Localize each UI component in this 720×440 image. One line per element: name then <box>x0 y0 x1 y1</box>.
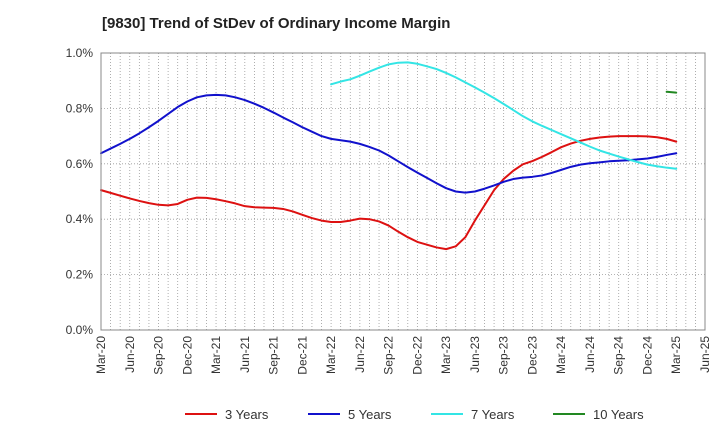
x-tick-label: Sep-24 <box>612 336 626 375</box>
x-tick-label: Mar-21 <box>209 336 223 374</box>
x-tick-label: Dec-24 <box>640 336 654 375</box>
series-line-3-years <box>100 135 678 251</box>
y-tick-label: 1.0% <box>66 46 94 60</box>
plot-frame <box>100 52 706 331</box>
x-tick-label: Sep-22 <box>382 336 396 375</box>
y-tick-label: 0.8% <box>66 101 94 115</box>
series-layer <box>100 61 678 251</box>
x-tick-label: Jun-25 <box>698 336 712 373</box>
x-tick-label: Dec-23 <box>525 336 539 375</box>
x-tick-label: Mar-22 <box>324 336 338 374</box>
axes: 0.0% 0.2% 0.4% 0.6% 0.8% 1.0% Mar-20 Jun-20 Sep-… <box>66 46 712 375</box>
x-tick-label: Jun-22 <box>353 336 367 373</box>
x-tick-label: Dec-21 <box>295 336 309 375</box>
y-tick-label: 0.6% <box>66 157 94 171</box>
legend-label-10-years: 10 Years <box>593 407 644 422</box>
x-tick-label: Sep-21 <box>267 336 281 375</box>
legend-label-7-years: 7 Years <box>471 407 515 422</box>
series-line-10-years <box>665 90 678 94</box>
y-tick-label: 0.0% <box>66 323 94 337</box>
series-line-5-years <box>100 93 678 194</box>
x-tick-label: Mar-24 <box>554 336 568 374</box>
x-tick-label: Mar-23 <box>439 336 453 374</box>
x-tick-label: Jun-24 <box>583 336 597 373</box>
y-tick-label: 0.4% <box>66 212 94 226</box>
x-tick-label: Sep-23 <box>497 336 511 375</box>
x-tick-label: Jun-21 <box>238 336 252 373</box>
grid <box>101 53 705 330</box>
x-tick-label: Dec-22 <box>410 336 424 375</box>
x-tick-label: Sep-20 <box>152 336 166 375</box>
x-tick-label: Dec-20 <box>180 336 194 375</box>
x-tick-label: Jun-20 <box>123 336 137 373</box>
y-tick-label: 0.2% <box>66 268 94 282</box>
x-tick-label: Mar-25 <box>669 336 683 374</box>
legend: 3 Years 5 Years 7 Years 10 Years <box>185 407 644 422</box>
x-tick-label: Mar-20 <box>94 336 108 374</box>
legend-label-3-years: 3 Years <box>225 407 269 422</box>
series-line-7-years <box>330 61 678 170</box>
chart-title: [9830] Trend of StDev of Ordinary Income… <box>102 15 451 32</box>
x-tick-label: Jun-23 <box>468 336 482 373</box>
legend-label-5-years: 5 Years <box>348 407 392 422</box>
